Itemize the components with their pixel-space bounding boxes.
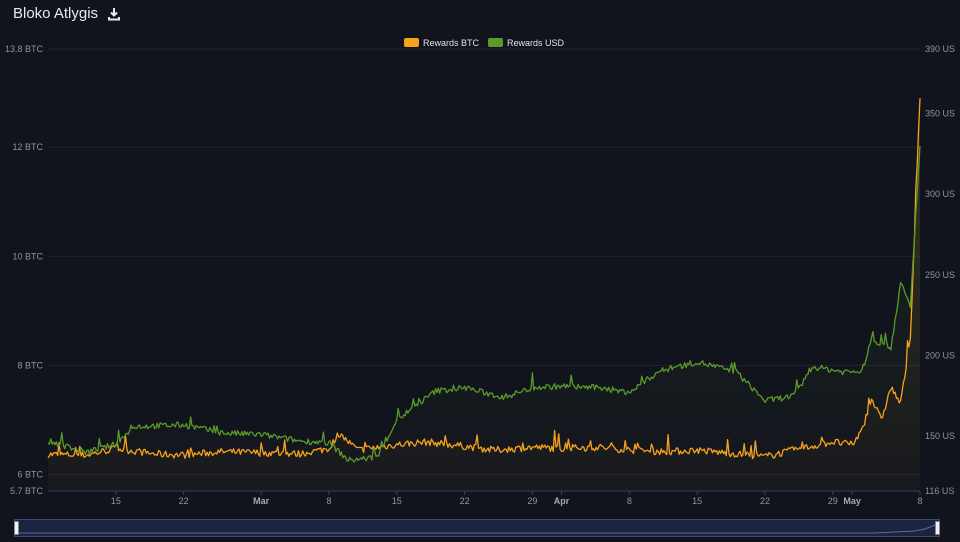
y-left-tick-label: 5.7 BTC <box>10 486 44 496</box>
x-tick-label: 15 <box>392 496 402 506</box>
y-axis-left: 5.7 BTC 6 BTC 8 BTC 10 BTC 12 BTC 13.8 BTC <box>5 44 44 496</box>
legend[interactable]: Rewards BTC Rewards USD <box>404 38 565 48</box>
x-axis: 15 22 Mar 8 15 22 29 Apr 8 15 22 29 May 8 <box>48 490 923 506</box>
series-areas <box>48 98 920 492</box>
x-tick-label: 22 <box>760 496 770 506</box>
x-tick-label: 29 <box>527 496 537 506</box>
y-left-tick-label: 13.8 BTC <box>5 44 44 54</box>
download-icon[interactable] <box>107 7 121 21</box>
legend-label: Rewards BTC <box>423 38 480 48</box>
y-left-tick-label: 6 BTC <box>17 470 43 480</box>
x-tick-label: 8 <box>326 496 331 506</box>
x-tick-label: 22 <box>179 496 189 506</box>
y-right-tick-label: 250 US <box>925 270 955 280</box>
legend-swatch <box>488 38 503 47</box>
y-right-tick-label: 390 US <box>925 44 955 54</box>
y-right-tick-label: 150 US <box>925 431 955 441</box>
chart-header: Bloko Atlygis <box>13 5 121 22</box>
line-chart: 5.7 BTC 6 BTC 8 BTC 10 BTC 12 BTC 13.8 BTC 11… <box>5 38 955 506</box>
legend-label: Rewards USD <box>507 38 565 48</box>
series-area <box>48 145 920 492</box>
navigator-preview-line <box>15 521 939 534</box>
series-lines <box>47 98 921 463</box>
y-right-tick-label: 200 US <box>925 350 955 360</box>
range-navigator[interactable] <box>14 519 940 537</box>
y-left-tick-label: 8 BTC <box>17 360 43 370</box>
y-left-tick-label: 10 BTC <box>12 251 43 261</box>
x-tick-label: 15 <box>111 496 121 506</box>
series-line <box>47 98 921 460</box>
y-right-tick-label: 116 US <box>925 486 954 496</box>
x-tick-label: Mar <box>253 496 270 506</box>
navigator-left-handle[interactable] <box>14 521 19 535</box>
x-tick-label: 8 <box>917 496 922 506</box>
series-line <box>47 145 921 463</box>
navigator-right-handle[interactable] <box>935 521 940 535</box>
x-tick-label: 22 <box>460 496 470 506</box>
x-tick-label: 8 <box>627 496 632 506</box>
x-tick-label: 15 <box>692 496 702 506</box>
page-title: Bloko Atlygis <box>13 5 99 22</box>
legend-item[interactable]: Rewards BTC <box>404 38 480 48</box>
x-tick-label: May <box>843 496 861 506</box>
y-right-tick-label: 350 US <box>925 109 955 119</box>
y-left-tick-label: 12 BTC <box>12 142 43 152</box>
x-tick-label: Apr <box>554 496 570 506</box>
x-tick-label: 29 <box>828 496 838 506</box>
legend-swatch <box>404 38 419 47</box>
y-axis-right: 116 US 150 US 200 US 250 US 300 US 350 US 390 … <box>925 44 955 496</box>
legend-item[interactable]: Rewards USD <box>488 38 565 48</box>
y-right-tick-label: 300 US <box>925 189 955 199</box>
